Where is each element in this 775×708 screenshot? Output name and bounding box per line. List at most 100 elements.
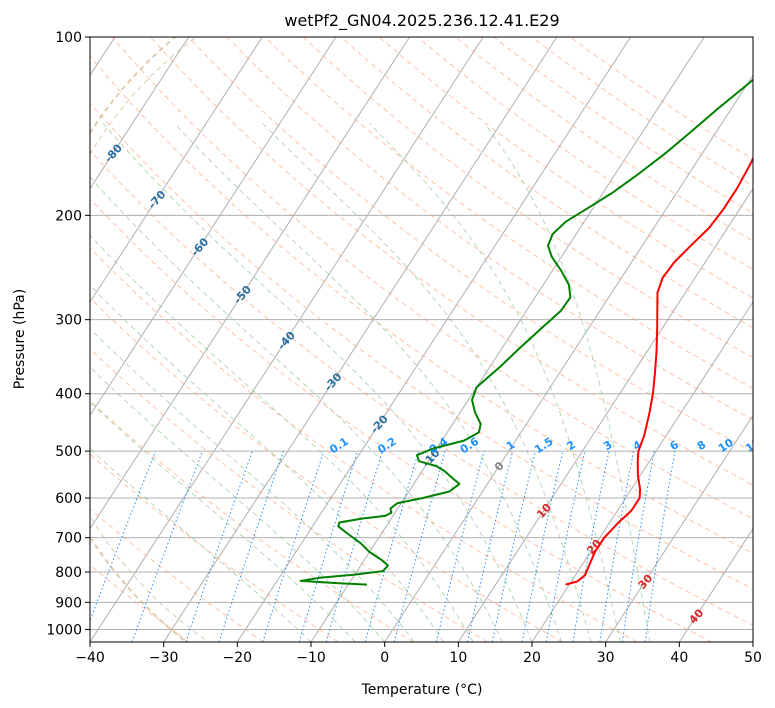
moist-adiabat-line [102,123,533,642]
dry-adiabat-line [90,198,712,642]
isotherm-line [678,527,753,642]
mixing-ratio-label: 0.2 [375,435,398,457]
y-tick-label: 400 [55,387,82,403]
chart-title: wetPf2_GN04.2025.236.12.41.E29 [284,11,559,31]
mixing-ratio-line [262,450,325,642]
dry-adiabat-line [90,55,753,554]
y-axis-label: Pressure (hPa) [12,289,28,389]
moist-adiabat-line [90,366,386,642]
isotherm-label: -40 [275,329,298,353]
dry-adiabat-line [340,37,753,329]
mixing-ratio-line [435,450,485,642]
moist-adiabat-line [369,123,621,642]
x-axis-ticks: −40 −30 −20 −10 0 10 20 30 40 50 [75,642,762,666]
isotherm-label: -100 [7,54,35,83]
y-tick-label: 700 [55,531,82,547]
x-tick-label: 10 [449,650,467,666]
isotherm-line [90,37,190,190]
y-tick-label: 900 [55,595,82,611]
mixing-ratio-line [90,450,157,622]
isotherm-line [752,641,753,642]
moist-adiabat-line [262,123,592,642]
isotherm-label: 0 [492,459,507,474]
dry-adiabat-line [90,508,264,642]
y-tick-label: 100 [55,30,82,46]
mixing-ratio-label: 0.1 [327,435,350,457]
x-tick-label: −10 [296,650,326,666]
dry-adiabat-line [378,37,753,299]
dry-adiabat-line [569,37,753,160]
dewpoint-profile-line [299,78,753,586]
profile-series [299,78,753,586]
isotherm-label: -60 [188,235,211,259]
dry-adiabat-line [90,348,488,642]
dry-adiabat-line [264,37,753,390]
isotherm-line [457,187,753,642]
mixing-ratio-label: 10 [716,436,736,455]
dry-adiabat-line [90,149,753,626]
mixing-ratio-line [298,450,359,642]
moist-adiabat-line [174,123,562,642]
x-tick-label: 0 [380,650,389,666]
mixing-ratio-line [325,450,383,642]
moist-adiabat-line [90,401,356,642]
x-tick-label: 30 [597,650,615,666]
isotherm-label: 40 [686,606,706,626]
dry-adiabat-line [226,37,753,421]
isotherm-label: -30 [322,370,345,394]
x-tick-label: 40 [670,650,688,666]
mixing-ratio-label: 16 [765,436,775,455]
y-tick-label: 200 [55,208,82,224]
dry-adiabat-line [90,453,339,642]
dry-adiabat-line [188,37,753,453]
moist-adiabat-line [90,284,445,642]
dry-adiabat-line [90,564,190,642]
isotherm-line [90,37,484,642]
moist-adiabat-line [90,234,474,642]
y-axis-ticks: 100 200 300 400 500 600 700 800 900 1000 [46,30,90,638]
x-tick-label: 50 [744,650,762,666]
y-tick-label: 300 [55,313,82,329]
mixing-ratio-line [218,450,284,642]
dry-adiabat-line [302,37,753,359]
moist-adiabat-line [90,176,503,642]
x-axis-label: Temperature (°C) [361,682,483,698]
mixing-ratio-line [599,451,635,642]
isotherm-label: -50 [231,283,254,307]
isotherm-label: 10 [534,501,554,521]
moist-adiabat-line [90,328,415,642]
isotherm-line [90,37,411,530]
mixing-ratio-line [521,450,564,642]
isotherm-label: -90 [56,99,79,123]
mixing-ratio-label: 1.5 [532,435,555,457]
mixing-ratio-line [131,450,203,642]
x-tick-label: 20 [523,650,541,666]
isotherm-line [384,74,753,642]
dry-adiabat-line [90,400,414,642]
mixing-ratio-label: 13 [743,436,763,455]
mixing-ratio-line [393,450,446,642]
isotherm-line [163,37,558,642]
temperature-profile-line [565,156,753,586]
isotherm-line [310,37,705,642]
isotherm-line [605,414,753,642]
outer-arc-line [90,37,189,642]
mixing-ratio-line [644,451,676,642]
mixing-ratio-line [491,450,536,642]
isotherm-line [90,37,337,417]
y-tick-label: 600 [55,491,82,507]
y-tick-label: 800 [55,565,82,581]
isotherm-label: -20 [368,412,391,436]
moist-adiabat-line [484,123,651,642]
plot-frame [89,36,754,643]
x-tick-label: −30 [149,650,179,666]
mixing-ratio-labels: 0.10.20.40.611.52346810131620253036 [327,435,775,457]
y-tick-label: 500 [55,444,82,460]
mixing-ratio-line [467,450,514,642]
outer-arc-line [90,37,753,642]
isotherm-line [90,37,263,303]
dry-adiabat-line [111,37,753,520]
dry-adiabat-line [90,297,563,642]
